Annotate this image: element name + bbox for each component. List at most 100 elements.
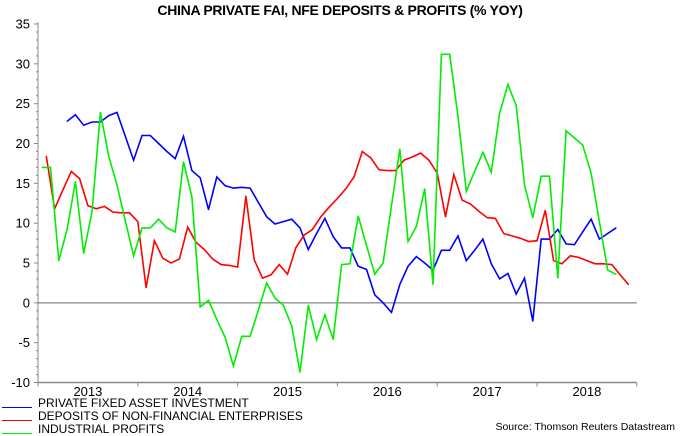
y-tick-label: 0 <box>23 295 30 310</box>
data-point <box>453 174 455 176</box>
data-point <box>407 265 409 267</box>
y-tick-label: 15 <box>16 176 30 191</box>
data-point <box>133 159 135 161</box>
data-point <box>278 264 280 266</box>
data-point <box>382 262 384 264</box>
data-point <box>66 120 68 122</box>
data-point <box>158 142 160 145</box>
data-point <box>311 228 313 231</box>
data-point <box>83 124 85 126</box>
y-tick-label: 5 <box>23 256 30 271</box>
data-point <box>133 255 135 257</box>
x-tick-label: 2014 <box>173 384 202 399</box>
data-point <box>49 166 52 168</box>
data-point <box>598 238 601 240</box>
data-point <box>578 256 580 258</box>
data-point <box>220 264 222 266</box>
data-point <box>232 187 234 189</box>
nfe-deposits-line <box>45 150 630 288</box>
data-point <box>507 272 509 274</box>
data-point <box>523 184 526 186</box>
data-point <box>341 247 343 249</box>
data-point <box>573 137 576 139</box>
data-point <box>353 176 355 178</box>
data-point <box>237 266 239 268</box>
data-point <box>590 172 592 174</box>
data-point <box>324 217 326 219</box>
legend-item-industrial-profits: INDUSTRIAL PROFITS <box>2 423 303 436</box>
data-point <box>116 184 118 186</box>
industrial-profits-line <box>42 53 617 373</box>
data-point <box>307 248 309 251</box>
data-point <box>586 260 588 262</box>
data-point <box>590 218 592 220</box>
data-point <box>299 227 301 229</box>
data-point <box>519 237 522 239</box>
data-point <box>544 209 546 211</box>
series-lines <box>41 53 630 373</box>
data-point <box>149 227 151 229</box>
data-point <box>482 151 484 153</box>
data-point <box>499 112 501 114</box>
data-point <box>403 159 405 161</box>
data-point <box>79 178 81 180</box>
data-point <box>245 195 247 197</box>
nfe-deposits-line-group <box>45 150 630 289</box>
data-point <box>440 53 442 55</box>
data-point <box>507 83 509 86</box>
data-point <box>282 221 284 223</box>
data-point <box>378 169 380 171</box>
data-point <box>428 159 430 161</box>
data-point <box>528 240 530 243</box>
legend-label: DEPOSITS OF NON-FINANCIAL ENTERPRISES <box>38 409 303 423</box>
data-point <box>266 282 268 284</box>
data-point <box>241 186 243 188</box>
data-point <box>515 293 517 295</box>
data-point <box>382 302 384 304</box>
data-point <box>357 215 359 217</box>
data-point <box>128 212 131 214</box>
data-point <box>607 269 609 271</box>
data-point <box>303 234 305 236</box>
data-point <box>390 205 393 207</box>
data-point <box>99 111 101 113</box>
data-point <box>295 247 297 249</box>
data-point <box>182 135 185 137</box>
data-point <box>62 189 64 191</box>
data-point <box>553 260 555 262</box>
data-point <box>449 53 451 55</box>
y-tick-label: 10 <box>16 216 30 231</box>
data-point <box>627 283 630 286</box>
data-point <box>420 152 422 154</box>
data-point <box>103 205 106 207</box>
data-point <box>478 210 480 212</box>
data-point <box>482 238 484 240</box>
y-tick-label: 35 <box>16 17 30 32</box>
data-point <box>137 221 139 223</box>
data-point <box>361 150 363 153</box>
x-tick-label: 2018 <box>572 384 601 399</box>
data-point <box>532 320 534 322</box>
data-point <box>457 115 459 117</box>
data-point <box>615 227 617 229</box>
data-point <box>199 306 201 308</box>
data-point <box>212 258 214 260</box>
data-point <box>474 170 476 172</box>
data-point <box>365 268 368 270</box>
data-point <box>203 248 205 251</box>
data-point <box>307 304 309 306</box>
data-point <box>540 238 542 240</box>
data-point <box>474 249 476 251</box>
data-point <box>399 148 401 150</box>
data-point <box>170 262 172 264</box>
data-point <box>336 197 338 200</box>
data-point <box>424 262 426 264</box>
data-point <box>224 336 226 338</box>
data-point <box>324 314 326 316</box>
data-point <box>607 232 609 235</box>
data-point <box>490 171 492 173</box>
data-point <box>95 208 97 210</box>
data-point <box>615 273 617 275</box>
data-point <box>457 235 459 237</box>
